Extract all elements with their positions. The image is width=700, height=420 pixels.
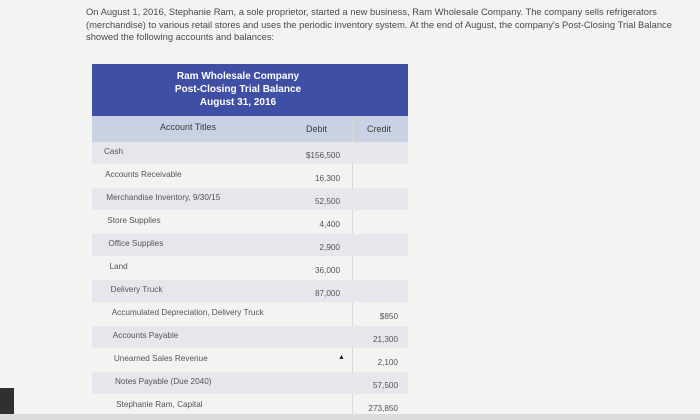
report-title: Post-Closing Trial Balance [174, 84, 302, 95]
problem-intro-text: On August 1, 2016, Stephanie Ram, a sole… [86, 6, 672, 43]
company-name: Ram Wholesale Company [176, 71, 300, 82]
table-row: Store Supplies 4,400 [92, 211, 408, 233]
account-name: Merchandise Inventory, 9/30/15 [106, 193, 221, 202]
account-name: Cash [104, 147, 124, 156]
table-row: Unearned Sales Revenue 2,100 [92, 349, 408, 371]
table-row: Accounts Payable 21,300 [92, 326, 408, 348]
account-name: Land [109, 262, 128, 271]
account-name: Accumulated Depreciation, Delivery Truck [111, 308, 264, 317]
credit-value: $850 [379, 312, 398, 321]
column-header-row: Account Titles Debit Credit [92, 116, 408, 142]
debit-value: 36,000 [314, 266, 340, 275]
debit-value: 52,500 [314, 197, 340, 206]
account-name: Accounts Receivable [105, 170, 182, 179]
table-row: Delivery Truck 87,000 [92, 280, 408, 302]
column-divider [352, 116, 353, 420]
debit-header: Debit [306, 124, 328, 134]
credit-value: 2,100 [377, 358, 399, 367]
bottom-edge [0, 414, 700, 420]
credit-value: 57,500 [372, 381, 398, 390]
account-name: Store Supplies [107, 216, 161, 225]
table-row: Office Supplies 2,900 [92, 234, 408, 256]
debit-value: 87,000 [314, 289, 340, 298]
account-titles-header: Account Titles [160, 122, 217, 132]
debit-value: 4,400 [319, 220, 341, 229]
account-name: Stephanie Ram, Capital [116, 400, 203, 409]
debit-value: 2,900 [319, 243, 341, 252]
table-row: Accounts Receivable 16,300 [92, 165, 408, 187]
credit-header: Credit [367, 124, 392, 134]
account-name: Unearned Sales Revenue [113, 354, 208, 363]
left-edge-shadow [0, 388, 14, 420]
table-row: Merchandise Inventory, 9/30/15 52,500 [92, 188, 408, 210]
account-name: Notes Payable (Due 2040) [115, 377, 212, 386]
credit-value: 21,300 [372, 335, 398, 344]
table-row: Land 36,000 [92, 257, 408, 279]
table-row: Notes Payable (Due 2040) 57,500 [92, 372, 408, 394]
table-row: Accumulated Depreciation, Delivery Truck… [92, 303, 408, 325]
debit-value: $156,500 [305, 151, 340, 160]
table-row: Stephanie Ram, Capital 273,850 [92, 395, 408, 417]
table-row: Cash $156,500 [92, 142, 408, 164]
mouse-cursor-icon: ▲ [338, 354, 345, 361]
account-name: Accounts Payable [112, 331, 179, 340]
trial-balance-table: Ram Wholesale Company Post-Closing Trial… [92, 64, 408, 420]
account-name: Office Supplies [108, 239, 164, 248]
debit-value: 16,300 [314, 174, 340, 183]
table-header: Ram Wholesale Company Post-Closing Trial… [92, 64, 408, 116]
credit-value: 273,850 [368, 404, 398, 413]
account-name: Delivery Truck [110, 285, 163, 294]
report-date: August 31, 2016 [199, 97, 277, 108]
